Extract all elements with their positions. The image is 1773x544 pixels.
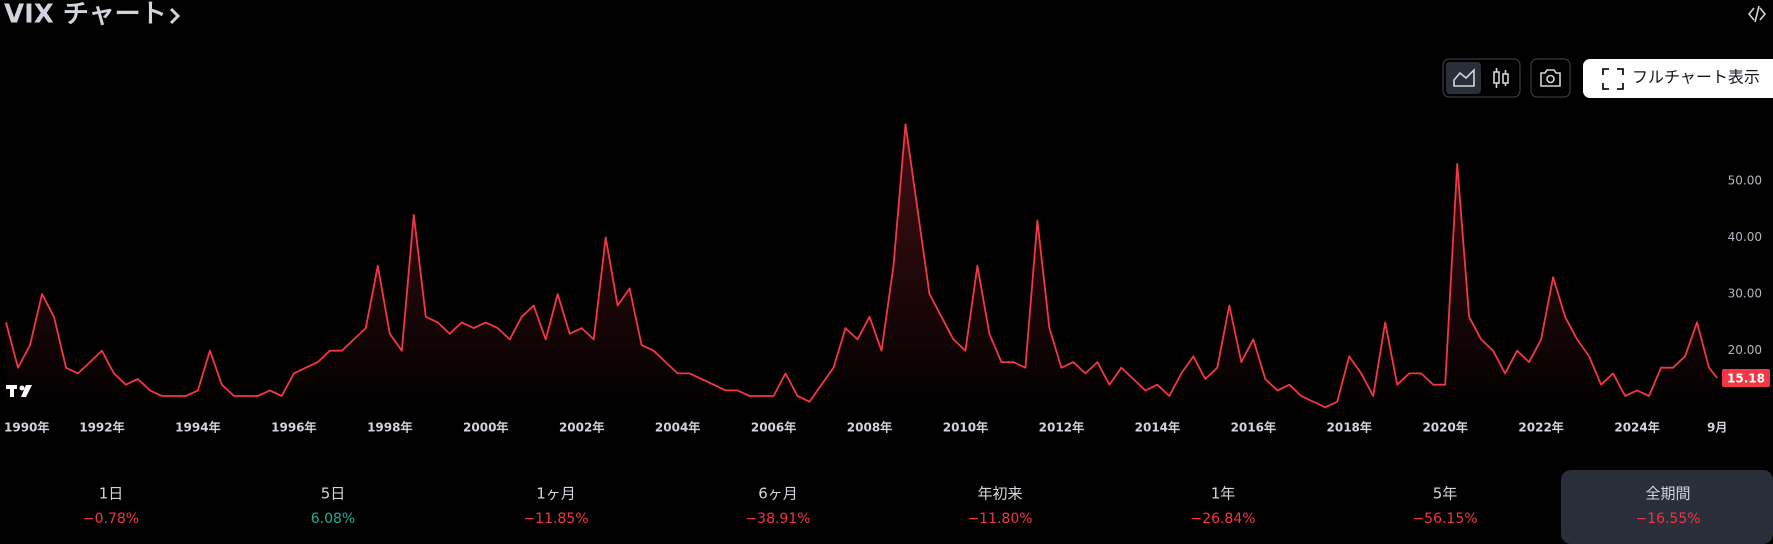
period-label[interactable]: 6ヶ月 — [758, 485, 798, 503]
snapshot-frame[interactable] — [1530, 58, 1571, 98]
snapshot-button[interactable] — [1530, 58, 1571, 98]
period-label[interactable]: 5年 — [1433, 485, 1458, 503]
period-label[interactable]: 1年 — [1211, 485, 1236, 503]
x-tick-label: 2016年 — [1231, 420, 1276, 435]
chevron[interactable] — [169, 7, 181, 25]
title[interactable]: VIX チャート — [4, 0, 167, 30]
plot: 20.00 30.00 40.00 50.00 1990年 1992年 1994年 1996年… — [4, 123, 1770, 435]
period-tab[interactable]: 5年 −56.15% — [1412, 485, 1477, 528]
x-tick-label: 2006年 — [751, 420, 796, 435]
x-tick-label: 2000年 — [463, 420, 508, 435]
x-tick-label: 9月 — [1707, 421, 1727, 435]
x-tick-label: 2008年 — [847, 420, 892, 435]
full-chart-bg[interactable] — [1583, 59, 1773, 98]
x-tick-label: 2018年 — [1327, 420, 1372, 435]
x-tick-label: 1994年 — [175, 420, 220, 435]
period-tab[interactable]: 1日 −0.78% — [83, 485, 139, 528]
y-tick-label: 20.00 — [1728, 343, 1762, 357]
x-tick-label: 2004年 — [655, 420, 700, 435]
full-chart-button[interactable]: フルチャート表示 — [1583, 59, 1773, 98]
period-tab[interactable]: 6ヶ月 −38.91% — [745, 485, 810, 528]
x-tick-label: 2020年 — [1422, 420, 1467, 435]
period-change[interactable]: 6.08% — [311, 511, 355, 527]
embed-icon[interactable] — [1747, 5, 1767, 23]
x-tick-label: 1990年 — [4, 420, 49, 435]
last-price-label: 15.18 — [1727, 372, 1765, 386]
candle-icon[interactable] — [1493, 68, 1509, 88]
x-tick-label: 1996年 — [271, 420, 316, 435]
period-tab[interactable]: 1年 −26.84% — [1190, 485, 1255, 528]
period-change[interactable]: −11.85% — [523, 511, 588, 527]
x-tick-label: 2012年 — [1039, 420, 1084, 435]
period-tab[interactable]: 5日 6.08% — [311, 485, 355, 528]
y-tick-label: 40.00 — [1728, 230, 1762, 244]
chart-style-toggle — [1442, 58, 1521, 98]
period-label[interactable]: 年初来 — [977, 485, 1022, 503]
x-tick-label: 2024年 — [1614, 420, 1659, 435]
period-row: 1日 −0.78% 5日 6.08% 1ヶ月 −11.85% 6ヶ月 −38.91% 年初来 −1… — [83, 485, 1701, 528]
area-fill — [6, 124, 1718, 414]
price-line — [5, 123, 1718, 409]
period-tab[interactable]: 全期間 −16.55% — [1635, 485, 1700, 528]
camera-icon[interactable] — [1540, 69, 1561, 87]
period-change[interactable]: −56.15% — [1412, 511, 1477, 527]
camera-lens[interactable] — [1546, 74, 1555, 84]
x-tick-label: 1992年 — [79, 420, 124, 435]
x-tick-label: 2022年 — [1518, 420, 1563, 435]
period-label[interactable]: 全期間 — [1645, 485, 1690, 503]
area-style-button[interactable] — [1446, 62, 1481, 94]
period-change[interactable]: −0.78% — [83, 511, 139, 527]
period-label[interactable]: 5日 — [321, 485, 346, 503]
x-tick-label: 2014年 — [1135, 420, 1180, 435]
selected-period-bg — [1561, 470, 1773, 544]
period-change[interactable]: −16.55% — [1635, 511, 1700, 527]
full-chart-label[interactable]: フルチャート表示 — [1632, 68, 1760, 87]
area-icon[interactable] — [1453, 68, 1475, 87]
period-label[interactable]: 1日 — [99, 485, 124, 503]
last-price-box — [1722, 369, 1770, 388]
y-tick-label: 30.00 — [1728, 287, 1762, 301]
period-change[interactable]: −11.80% — [967, 511, 1032, 527]
period-change[interactable]: −26.84% — [1190, 511, 1255, 527]
period-tab[interactable]: 1ヶ月 −11.85% — [523, 485, 588, 528]
y-tick-label: 50.00 — [1728, 173, 1762, 187]
x-tick-label: 2002年 — [559, 420, 604, 435]
x-tick-label: 1998年 — [367, 420, 412, 435]
period-label[interactable]: 1ヶ月 — [536, 485, 576, 503]
expand-icon[interactable] — [1602, 68, 1624, 90]
x-tick-label: 2010年 — [943, 420, 988, 435]
period-change[interactable]: −38.91% — [745, 511, 810, 527]
header[interactable]: VIX チャート — [4, 0, 181, 30]
period-tab[interactable]: 年初来 −11.80% — [967, 485, 1032, 528]
